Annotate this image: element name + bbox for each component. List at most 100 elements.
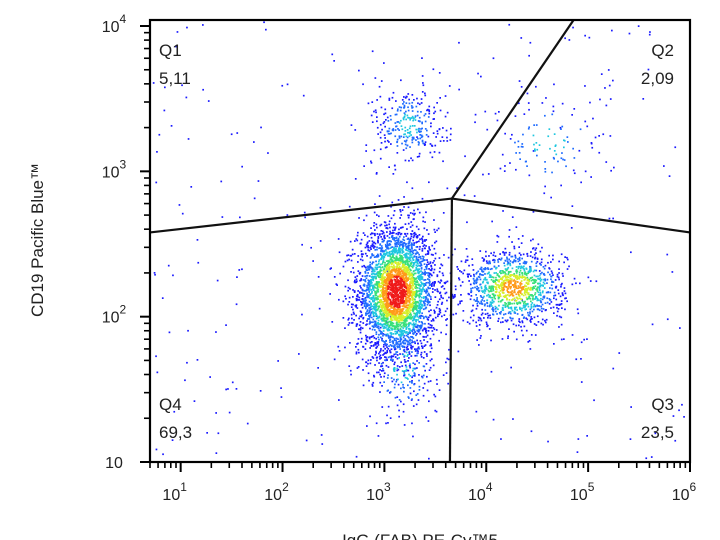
event-dot — [405, 110, 407, 113]
event-dot — [547, 271, 549, 274]
event-dot — [422, 240, 424, 243]
event-dot — [403, 239, 406, 242]
event-dot — [404, 126, 407, 129]
event-dot — [410, 344, 412, 347]
event-dot — [350, 303, 353, 306]
event-dot — [400, 312, 403, 315]
event-dot — [405, 247, 408, 249]
event-dot — [434, 409, 437, 412]
event-dot — [422, 216, 425, 219]
event-dot — [374, 364, 376, 366]
event-dot — [403, 331, 406, 333]
event-dot — [404, 376, 407, 379]
event-dot — [375, 260, 377, 263]
event-dot — [377, 301, 380, 304]
event-dot — [538, 274, 541, 277]
event-dot — [357, 348, 360, 351]
event-dot — [368, 288, 370, 290]
event-dot — [440, 296, 443, 299]
event-dot — [467, 276, 469, 278]
event-dot — [389, 344, 392, 346]
event-dot — [511, 133, 513, 136]
event-dot — [487, 173, 490, 175]
event-dot — [374, 322, 376, 324]
event-dot — [384, 314, 387, 317]
event-dot — [564, 308, 566, 311]
event-dot — [456, 266, 459, 268]
event-dot — [428, 279, 431, 281]
event-dot — [410, 336, 412, 338]
event-dot — [407, 106, 409, 109]
event-dot — [220, 180, 223, 183]
event-dot — [497, 320, 499, 322]
event-dot — [440, 286, 443, 288]
event-dot — [372, 261, 375, 264]
event-dot — [497, 317, 500, 320]
event-dot — [396, 373, 398, 376]
event-dot — [396, 262, 398, 264]
event-dot — [379, 354, 382, 357]
event-dot — [407, 271, 410, 274]
event-dot — [372, 278, 374, 280]
event-dot — [422, 387, 425, 389]
event-dot — [414, 323, 417, 325]
event-dot — [504, 165, 506, 167]
event-dot — [358, 299, 361, 301]
event-dot — [167, 264, 170, 267]
event-dot — [381, 324, 384, 326]
event-dot — [531, 302, 534, 304]
event-dot — [382, 361, 384, 364]
event-dot — [535, 252, 537, 254]
event-dot — [420, 260, 423, 263]
event-dot — [376, 326, 379, 329]
event-dot — [555, 153, 558, 156]
event-dot — [480, 286, 483, 288]
event-dot — [489, 301, 492, 303]
event-dot — [427, 250, 429, 252]
event-dot — [510, 285, 512, 288]
event-dot — [351, 321, 354, 324]
event-dot — [489, 261, 491, 264]
event-dot — [496, 273, 499, 275]
event-dot — [513, 245, 516, 248]
event-dot — [407, 253, 410, 255]
event-dot — [421, 312, 423, 315]
event-dot — [360, 278, 363, 280]
event-dot — [362, 298, 365, 301]
event-dot — [395, 113, 398, 116]
event-dot — [360, 242, 362, 245]
event-dot — [330, 267, 332, 269]
event-dot — [413, 278, 416, 281]
event-dot — [399, 348, 401, 350]
event-dot — [513, 330, 515, 333]
event-dot — [528, 297, 530, 300]
event-dot — [397, 319, 400, 322]
event-dot — [396, 245, 398, 248]
event-dot — [407, 292, 410, 294]
event-dot — [366, 235, 369, 238]
event-dot — [429, 344, 432, 347]
event-dot — [357, 366, 360, 368]
event-dot — [176, 31, 179, 33]
event-dot — [434, 110, 437, 113]
event-dot — [412, 270, 415, 273]
event-dot — [399, 336, 402, 339]
event-dot — [401, 252, 404, 254]
event-dot — [403, 112, 406, 114]
event-dot — [403, 236, 405, 238]
event-dot — [479, 278, 482, 281]
event-dot — [564, 256, 566, 258]
event-dot — [418, 234, 421, 236]
event-dot — [410, 289, 412, 292]
event-dot — [366, 286, 369, 289]
event-dot — [373, 320, 376, 323]
event-dot — [393, 250, 395, 253]
event-dot — [591, 146, 594, 149]
event-dot — [480, 319, 483, 322]
event-dot — [423, 114, 426, 117]
event-dot — [373, 276, 375, 278]
event-dot — [534, 305, 537, 307]
event-dot — [423, 227, 426, 230]
event-dot — [400, 334, 403, 337]
event-dot — [479, 295, 482, 297]
